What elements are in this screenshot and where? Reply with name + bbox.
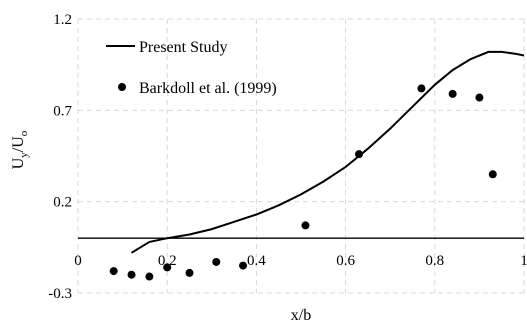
present-study-line: [130, 50, 525, 254]
x-tick-label-3: 0.6: [336, 253, 355, 269]
y-tick-label-1: 0.2: [53, 195, 72, 211]
legend-label-present-study: Present Study: [139, 39, 227, 56]
barkdoll-point-10: [448, 89, 457, 98]
legend-label-barkdoll: Barkdoll et al. (1999): [139, 80, 277, 97]
y-tick-label-3: 1.2: [53, 12, 72, 28]
y-tick-label-0: -0.3: [48, 286, 72, 302]
y-tick-label-2: 0.7: [53, 103, 72, 119]
barkdoll-point-3: [163, 263, 172, 272]
barkdoll-series: [109, 84, 497, 281]
barkdoll-point-6: [239, 261, 248, 270]
barkdoll-point-11: [475, 93, 484, 102]
x-tick-label-2: 0.4: [247, 253, 266, 269]
x-tick-labels: 0 0.2 0.4 0.6 0.8 1: [74, 253, 527, 269]
y-axis-title-main: U: [10, 157, 27, 169]
x-tick-label-5: 1: [520, 253, 527, 269]
y-axis-title-sub-o: o: [18, 130, 30, 136]
present-study-series: [130, 50, 525, 254]
x-tick-label-0: 0: [74, 253, 82, 269]
y-axis-title-slash: /U: [10, 136, 27, 152]
barkdoll-point-7: [301, 221, 310, 230]
barkdoll-point-1: [127, 270, 136, 279]
x-tick-label-1: 0.2: [158, 253, 177, 269]
barkdoll-point-2: [145, 272, 154, 281]
barkdoll-point-8: [354, 150, 363, 159]
grid: [77, 18, 525, 294]
barkdoll-point-12: [488, 170, 497, 179]
x-tick-label-4: 0.8: [425, 253, 444, 269]
x-axis-title: x/b: [291, 307, 311, 324]
y-axis-title: Uy/Uo: [10, 130, 30, 169]
barkdoll-point-0: [109, 267, 118, 276]
legend-dot-marker: [118, 83, 126, 91]
barkdoll-point-4: [185, 268, 194, 277]
y-axis-title-sub-y: y: [18, 152, 30, 158]
barkdoll-point-9: [417, 84, 426, 93]
legend: Present Study Barkdoll et al. (1999): [106, 39, 277, 97]
barkdoll-point-5: [212, 257, 221, 266]
y-tick-labels: -0.3 0.2 0.7 1.2: [48, 12, 72, 302]
